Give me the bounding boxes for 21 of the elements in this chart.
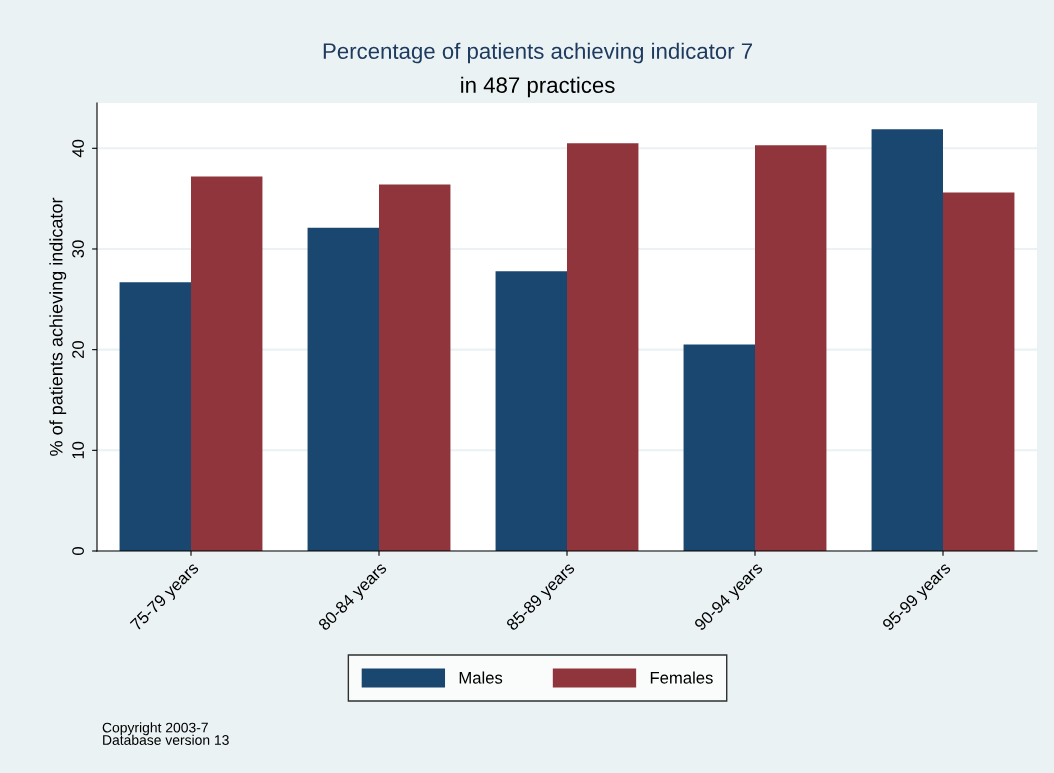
bar [191, 176, 263, 551]
y-tick-label: 40 [72, 139, 84, 158]
bar [683, 344, 755, 551]
bar [119, 282, 191, 551]
text: Copyright 2003-7 Database version 13 [102, 722, 229, 745]
y-tick-label: 30 [72, 240, 84, 258]
bar [871, 129, 943, 551]
y-axis-title: % of patients achieving indicator [49, 197, 67, 456]
legend-label: Males [459, 671, 503, 684]
bar [307, 227, 379, 551]
chart-title: Percentage of patients achieving indicator 7 [323, 42, 753, 64]
y-tick-label: 0 [72, 547, 84, 555]
bar [379, 184, 451, 551]
y-tick-label: 10 [72, 441, 84, 459]
legend-label: Females [650, 671, 713, 684]
bar [495, 271, 567, 551]
bar [567, 143, 639, 551]
chart-subtitle: in 487 practices [461, 76, 615, 98]
bar [943, 192, 1015, 551]
bar [755, 145, 827, 551]
y-tick-label: 20 [72, 341, 84, 359]
